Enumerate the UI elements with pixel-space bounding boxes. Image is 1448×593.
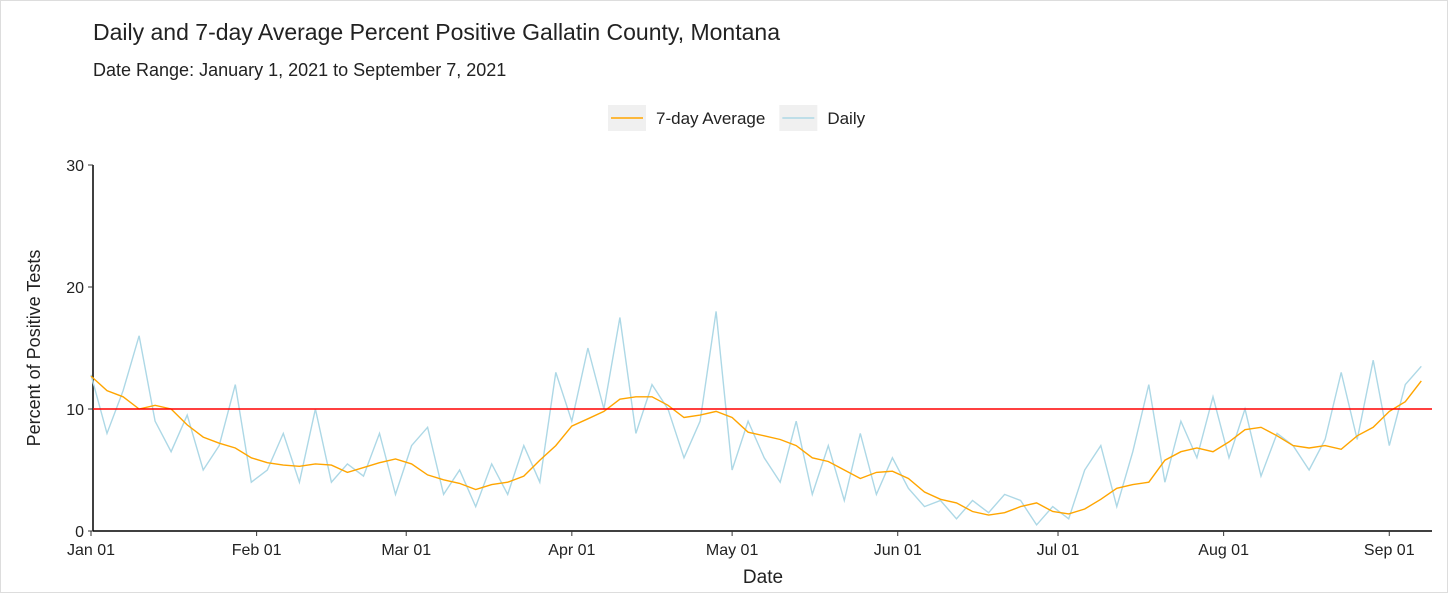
- x-tick-label: Apr 01: [548, 542, 595, 559]
- y-tick-label: 20: [66, 280, 84, 297]
- y-tick-label: 30: [66, 158, 84, 175]
- x-axis-label: Date: [743, 567, 783, 588]
- x-tick-label: Mar 01: [381, 542, 431, 559]
- legend-label: 7-day Average: [656, 109, 765, 128]
- y-tick-label: 0: [75, 524, 84, 541]
- x-tick-label: Feb 01: [232, 542, 282, 559]
- legend-label: Daily: [827, 109, 865, 128]
- x-tick-label: Aug 01: [1198, 542, 1249, 559]
- chart-title: Daily and 7-day Average Percent Positive…: [93, 19, 780, 45]
- x-tick-label: Jul 01: [1037, 542, 1080, 559]
- x-tick-label: Sep 01: [1364, 542, 1415, 559]
- series-line: [90, 311, 1422, 527]
- x-tick-label: Jun 01: [874, 542, 922, 559]
- x-tick-label: May 01: [706, 542, 759, 559]
- y-axis-label: Percent of Positive Tests: [24, 250, 44, 447]
- y-tick-label: 10: [66, 402, 84, 419]
- chart-subtitle: Date Range: January 1, 2021 to September…: [93, 60, 506, 80]
- x-tick-label: Jan 01: [67, 542, 115, 559]
- series-line: [90, 375, 1422, 516]
